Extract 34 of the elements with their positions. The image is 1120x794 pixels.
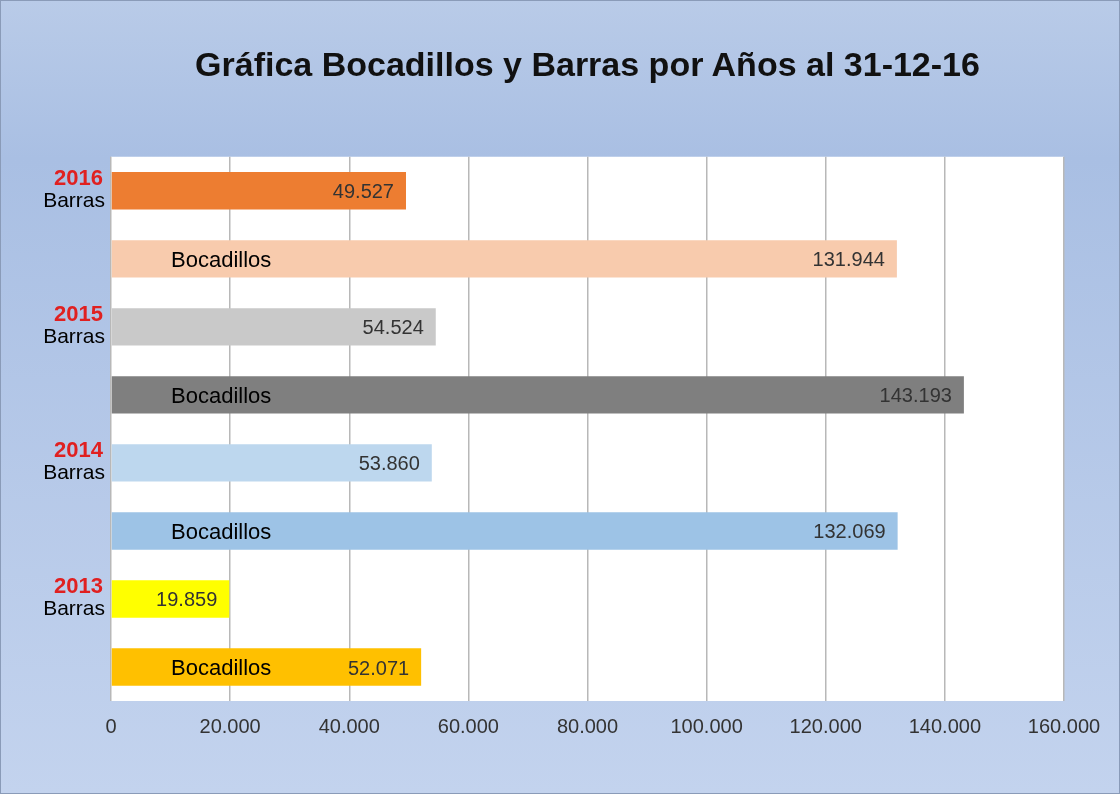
y-tick-label: 2016 Barras	[43, 164, 105, 211]
bar	[111, 376, 964, 414]
x-tick-label: 40.000	[318, 714, 380, 737]
bar	[111, 444, 432, 482]
data-label: 131.944	[812, 248, 885, 271]
x-tick-label: 20.000	[199, 714, 261, 737]
bar	[111, 648, 422, 686]
x-tick-label: 0	[105, 714, 117, 737]
y-tick-label: 2015 Barras	[43, 300, 105, 347]
x-tick-label: 80.000	[556, 714, 619, 737]
bar	[111, 512, 898, 550]
data-label: 53.860	[358, 452, 420, 475]
data-label: 49.527	[332, 180, 394, 203]
y-tick-label: Bocadillos	[171, 655, 272, 681]
x-tick-label: 120.000	[789, 714, 862, 737]
bar	[111, 172, 406, 210]
data-label: 143.193	[879, 384, 952, 407]
y-tick-label: Bocadillos	[171, 519, 272, 544]
x-tick-label: 60.000	[437, 714, 499, 737]
y-tick-label: Bocadillos	[171, 382, 272, 408]
x-tick-label: 100.000	[670, 714, 743, 737]
data-label: 54.524	[362, 316, 424, 339]
data-label: 19.859	[156, 588, 218, 611]
bar	[111, 580, 230, 618]
bar	[111, 308, 436, 346]
y-tick-label: 2014 Barras	[43, 436, 105, 483]
bar	[111, 240, 897, 278]
data-label: 132.069	[813, 520, 886, 543]
y-tick-label: Bocadillos	[171, 246, 272, 272]
y-tick-label: 2013 Barras	[43, 573, 105, 619]
data-label: 52.071	[347, 656, 410, 679]
x-tick-label: 140.000	[908, 714, 982, 737]
chart-title: Gráfica Bocadillos y Barras por Años al 31-12-16	[195, 44, 980, 83]
x-tick-label: 160.000	[1027, 714, 1101, 737]
